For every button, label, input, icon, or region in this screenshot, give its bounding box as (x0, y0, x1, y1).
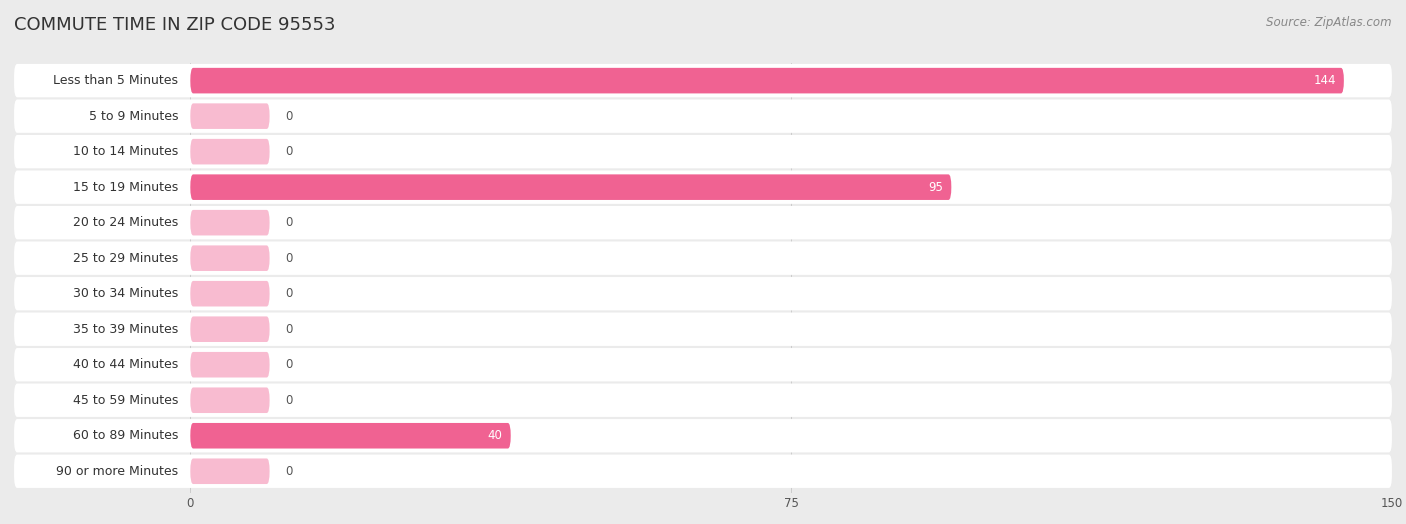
Text: 35 to 39 Minutes: 35 to 39 Minutes (73, 323, 179, 336)
Text: 0: 0 (285, 465, 292, 478)
Text: 0: 0 (285, 287, 292, 300)
FancyBboxPatch shape (190, 139, 270, 165)
FancyBboxPatch shape (190, 210, 270, 235)
Text: 40: 40 (488, 429, 503, 442)
FancyBboxPatch shape (14, 206, 1392, 239)
FancyBboxPatch shape (14, 419, 1392, 452)
FancyBboxPatch shape (190, 68, 1344, 93)
Text: 5 to 9 Minutes: 5 to 9 Minutes (89, 110, 179, 123)
Text: 15 to 19 Minutes: 15 to 19 Minutes (73, 181, 179, 194)
FancyBboxPatch shape (190, 387, 270, 413)
Text: 95: 95 (928, 181, 943, 194)
Text: 0: 0 (285, 394, 292, 407)
Text: 0: 0 (285, 145, 292, 158)
FancyBboxPatch shape (14, 135, 1392, 168)
FancyBboxPatch shape (190, 281, 270, 307)
Text: 10 to 14 Minutes: 10 to 14 Minutes (73, 145, 179, 158)
Text: 0: 0 (285, 252, 292, 265)
FancyBboxPatch shape (190, 174, 952, 200)
Text: 0: 0 (285, 323, 292, 336)
FancyBboxPatch shape (14, 64, 1392, 97)
FancyBboxPatch shape (14, 100, 1392, 133)
FancyBboxPatch shape (190, 103, 270, 129)
FancyBboxPatch shape (190, 458, 270, 484)
FancyBboxPatch shape (14, 384, 1392, 417)
Text: 40 to 44 Minutes: 40 to 44 Minutes (73, 358, 179, 371)
FancyBboxPatch shape (14, 170, 1392, 204)
Text: 0: 0 (285, 110, 292, 123)
FancyBboxPatch shape (14, 242, 1392, 275)
Text: 60 to 89 Minutes: 60 to 89 Minutes (73, 429, 179, 442)
Text: 20 to 24 Minutes: 20 to 24 Minutes (73, 216, 179, 229)
FancyBboxPatch shape (190, 352, 270, 377)
Text: 90 or more Minutes: 90 or more Minutes (56, 465, 179, 478)
FancyBboxPatch shape (190, 245, 270, 271)
Text: COMMUTE TIME IN ZIP CODE 95553: COMMUTE TIME IN ZIP CODE 95553 (14, 16, 336, 34)
Text: Less than 5 Minutes: Less than 5 Minutes (53, 74, 179, 87)
FancyBboxPatch shape (190, 423, 510, 449)
Text: 0: 0 (285, 216, 292, 229)
FancyBboxPatch shape (14, 277, 1392, 310)
Text: 144: 144 (1313, 74, 1336, 87)
FancyBboxPatch shape (14, 348, 1392, 381)
FancyBboxPatch shape (14, 312, 1392, 346)
Text: 25 to 29 Minutes: 25 to 29 Minutes (73, 252, 179, 265)
Text: 30 to 34 Minutes: 30 to 34 Minutes (73, 287, 179, 300)
Text: 0: 0 (285, 358, 292, 371)
Text: Source: ZipAtlas.com: Source: ZipAtlas.com (1267, 16, 1392, 29)
Text: 45 to 59 Minutes: 45 to 59 Minutes (73, 394, 179, 407)
FancyBboxPatch shape (14, 454, 1392, 488)
FancyBboxPatch shape (190, 316, 270, 342)
